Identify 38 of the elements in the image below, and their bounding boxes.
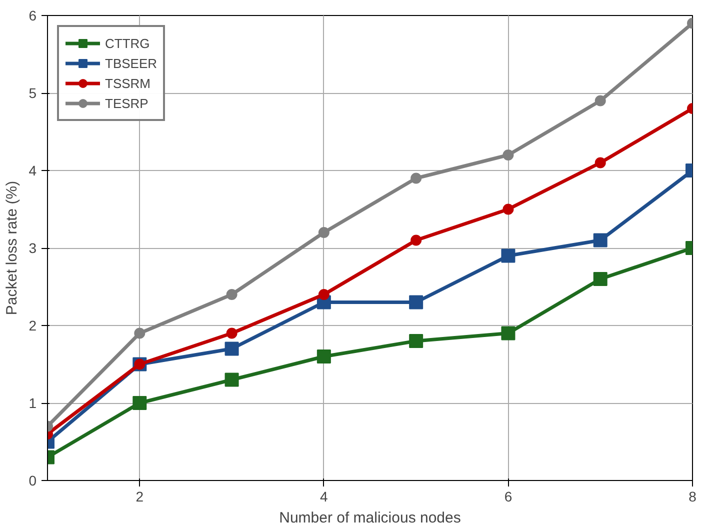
point <box>593 272 608 286</box>
point <box>318 227 330 238</box>
x-axis-title: Number of malicious nodes <box>279 510 461 526</box>
legend-label: CTTRG <box>105 36 150 50</box>
y-tick-label: 1 <box>28 395 37 411</box>
point <box>594 157 606 168</box>
point <box>224 372 239 387</box>
y-tick-label: 6 <box>28 8 37 24</box>
point <box>410 234 422 246</box>
point <box>593 233 608 248</box>
point <box>132 396 147 410</box>
point <box>409 334 424 348</box>
point <box>316 350 331 364</box>
x-tick-label: 4 <box>320 488 328 504</box>
point <box>134 328 146 339</box>
point <box>224 342 239 356</box>
point <box>501 248 516 263</box>
point <box>318 289 330 300</box>
point <box>226 289 238 300</box>
y-tick-label: 3 <box>28 240 37 256</box>
y-tick-label: 2 <box>28 318 37 334</box>
point <box>410 172 422 184</box>
point <box>594 95 606 106</box>
y-tick-label: 4 <box>28 162 37 178</box>
legend-label: TESRP <box>105 96 148 110</box>
x-tick-label: 2 <box>136 488 144 504</box>
y-tick-label: 5 <box>28 85 37 101</box>
x-tick-label: 8 <box>688 488 697 504</box>
x-tick-label: 6 <box>504 488 512 504</box>
point <box>502 204 514 215</box>
y-axis-title: Packet loss rate (%) <box>4 180 21 316</box>
legend-label: TBSEER <box>105 56 158 70</box>
point <box>502 150 514 160</box>
point <box>409 295 424 310</box>
point <box>226 328 238 339</box>
point <box>501 326 516 340</box>
y-tick-label: 0 <box>28 472 37 488</box>
legend-label: TSSRM <box>105 76 150 90</box>
